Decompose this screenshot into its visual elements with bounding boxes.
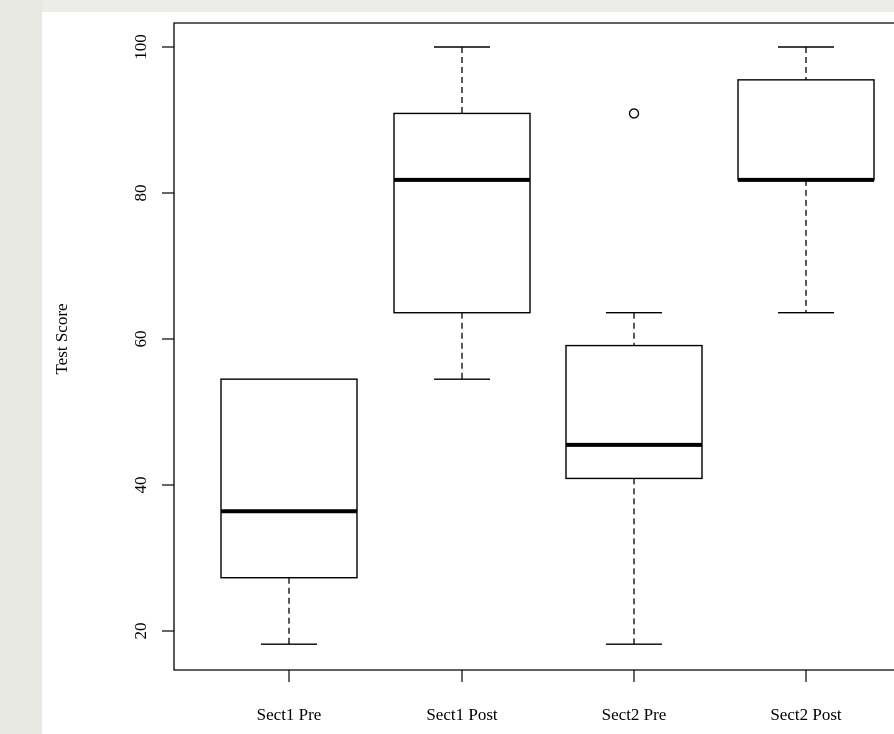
x-tick-label: Sect2 Pre [602, 705, 667, 724]
y-tick-label: 40 [131, 477, 150, 494]
box-1 [220, 378, 358, 645]
boxplot-chart: 20 40 60 80 100 Test Score Sect1 Pre Sect1 Post… [52, 22, 894, 724]
x-tick-label: Sect1 Post [426, 705, 498, 724]
chart-panel: 20 40 60 80 100 Test Score Sect1 Pre Sect1 Post… [42, 12, 894, 734]
box-4 [737, 46, 875, 314]
y-tick-label: 20 [131, 623, 150, 640]
left-margin-strip [0, 0, 42, 734]
outlier-point [628, 108, 640, 119]
y-axis-title: Test Score [52, 303, 71, 374]
iqr-box [737, 79, 875, 181]
iqr-box [220, 378, 358, 579]
plot-frame [173, 22, 894, 671]
box-3 [565, 108, 703, 645]
iqr-box [393, 112, 531, 314]
y-tick-label: 80 [131, 185, 150, 202]
x-tick-label: Sect2 Post [770, 705, 842, 724]
iqr-box [565, 344, 703, 480]
box-2 [393, 46, 531, 380]
y-tick-label: 100 [131, 34, 150, 60]
x-tick-label: Sect1 Pre [257, 705, 322, 724]
y-tick-label: 60 [131, 331, 150, 348]
